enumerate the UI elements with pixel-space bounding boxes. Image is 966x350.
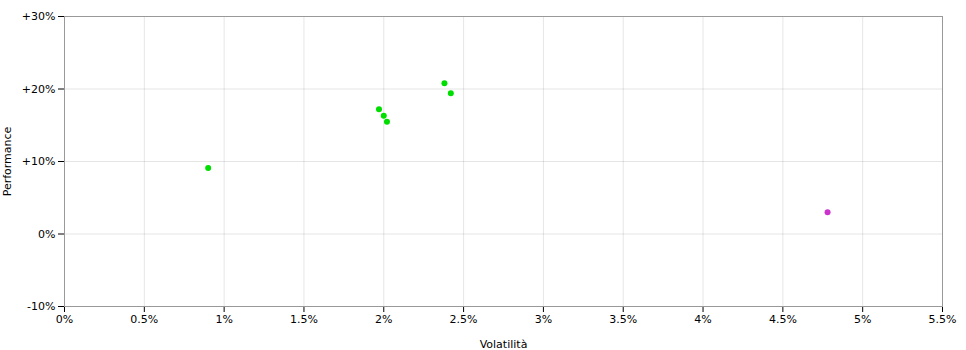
svg-text:+30%: +30% [22, 10, 56, 23]
svg-text:4.5%: 4.5% [769, 313, 797, 326]
svg-text:0%: 0% [56, 313, 73, 326]
svg-text:0.5%: 0.5% [130, 313, 158, 326]
svg-text:3.5%: 3.5% [609, 313, 637, 326]
svg-text:-10%: -10% [27, 300, 55, 313]
svg-text:2%: 2% [375, 313, 392, 326]
svg-text:Volatilità: Volatilità [480, 338, 528, 350]
svg-text:1%: 1% [215, 313, 232, 326]
svg-text:+10%: +10% [22, 155, 56, 168]
svg-text:0%: 0% [38, 228, 55, 241]
svg-text:+20%: +20% [22, 83, 56, 96]
svg-text:5%: 5% [854, 313, 871, 326]
svg-text:Performance: Performance [1, 126, 14, 196]
svg-text:4%: 4% [694, 313, 711, 326]
svg-text:1.5%: 1.5% [290, 313, 318, 326]
svg-text:5.5%: 5.5% [929, 313, 957, 326]
svg-text:3%: 3% [535, 313, 552, 326]
svg-text:2.5%: 2.5% [450, 313, 478, 326]
